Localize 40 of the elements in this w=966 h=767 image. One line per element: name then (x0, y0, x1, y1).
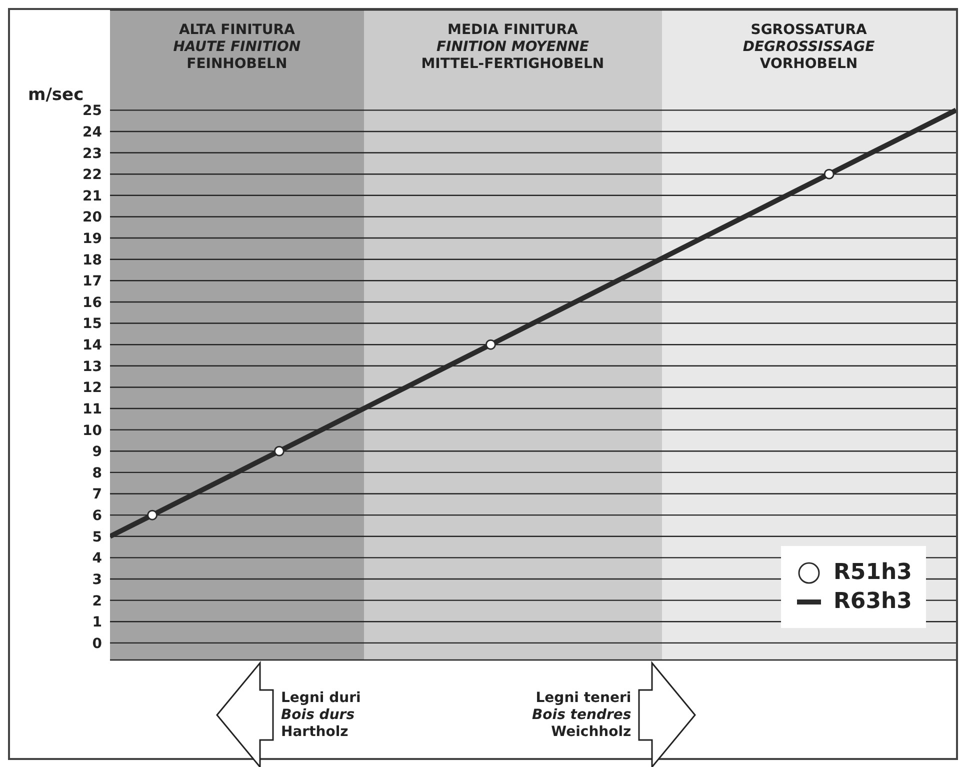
y-tick-label: 7 (92, 486, 102, 503)
y-tick-label: 17 (82, 274, 102, 290)
shaded-panel: ALTA FINITURA HAUTE FINITION FEINHOBELN (110, 10, 364, 660)
legend-label: R51h3 (833, 560, 912, 585)
y-tick-label: 2 (92, 593, 102, 610)
y-tick-label: 23 (82, 146, 102, 162)
y-tick-label: 16 (82, 294, 102, 311)
y-tick-label: 20 (82, 210, 102, 226)
y-tick-label: 22 (82, 167, 102, 184)
text: Legni teneri Bois tendres Weichholz (532, 690, 632, 740)
y-tick-label: 5 (92, 529, 102, 546)
y-tick-label: 19 (82, 231, 102, 248)
y-tick-label: 0 (92, 636, 102, 652)
y-tick-label: 13 (82, 358, 102, 375)
y-tick-label: 25 (82, 103, 102, 120)
y-axis-title: m/sec (28, 85, 84, 106)
y-tick-label: 12 (82, 380, 102, 396)
y-tick-label: 6 (92, 508, 102, 524)
y-tick-label: 9 (92, 444, 102, 460)
y-tick-label: 15 (82, 316, 102, 332)
text: Legni duri Bois durs Hartholz (281, 690, 361, 740)
y-tick-label: 8 (92, 465, 102, 482)
y-tick-label: 3 (92, 572, 102, 588)
annotation: SGROSSATURA DEGROSSISSAGE VORHOBELN (742, 22, 876, 73)
y-tick-label: 24 (82, 124, 102, 140)
point (824, 168, 834, 180)
y-tick-label: 10 (82, 422, 102, 439)
point (485, 339, 496, 350)
y-tick-label: 21 (82, 188, 102, 204)
shaded-panel: MEDIA FINITURA FINITION MOYENNE MITTEL-FERTIGHOBELN (364, 10, 662, 660)
y-tick-label: 18 (82, 252, 102, 268)
legend-label: R63h3 (833, 589, 912, 614)
point (274, 446, 284, 456)
point (147, 510, 158, 520)
y-tick-label: 14 (82, 338, 102, 354)
y-tick-label: 4 (92, 550, 102, 567)
y-tick-label: 1 (92, 614, 102, 631)
y-tick-label: 11 (82, 401, 102, 418)
annotation: MEDIA FINITURA FINITION MOYENNE MITTEL-FERTIGHOBELN (420, 22, 606, 73)
annotation: ALTA FINITURA HAUTE FINITION FEINHOBELN (172, 22, 302, 73)
